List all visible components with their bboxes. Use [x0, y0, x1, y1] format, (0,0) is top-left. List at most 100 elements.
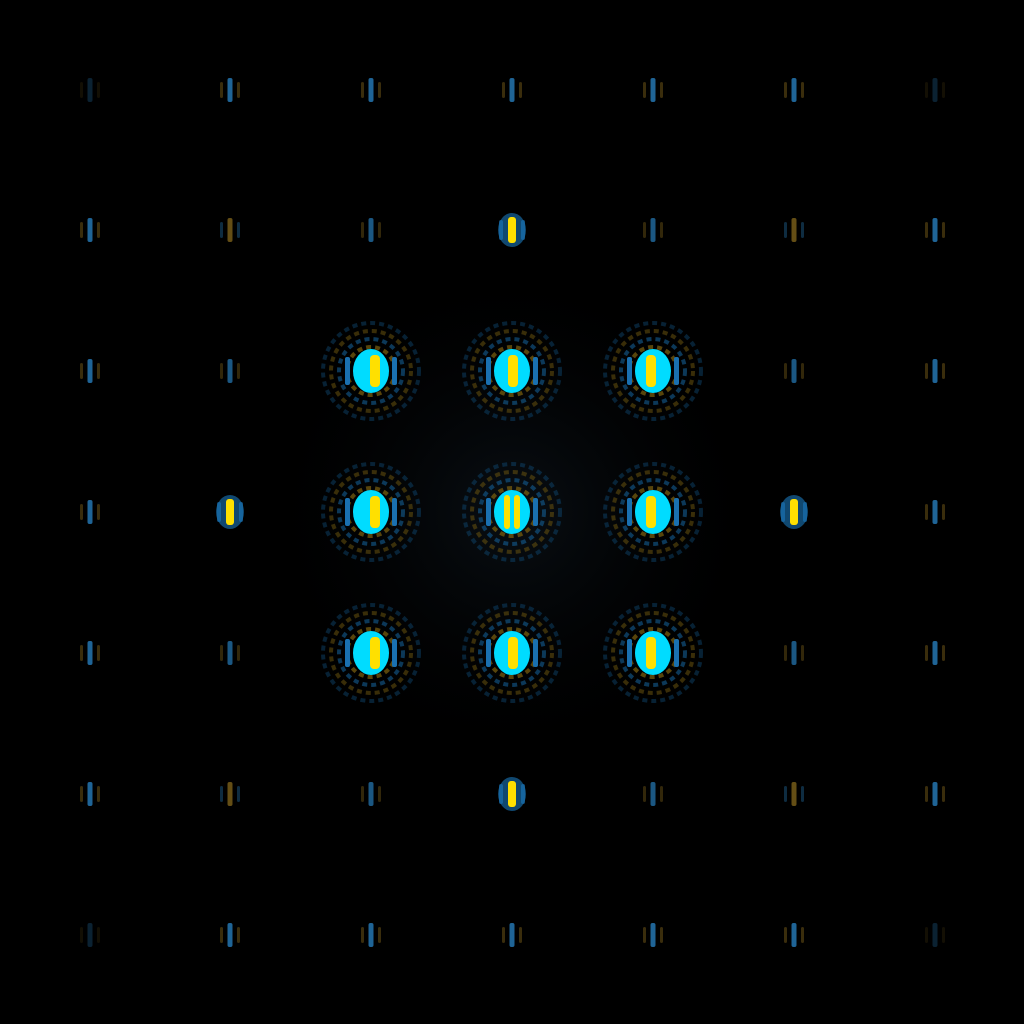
side-stripe — [361, 222, 364, 238]
side-stripe — [392, 357, 397, 385]
side-stripe — [80, 222, 83, 238]
side-stripe — [643, 786, 646, 802]
stripe — [791, 641, 797, 665]
side-stripe — [925, 82, 928, 98]
side-stripe — [643, 927, 646, 943]
side-stripe — [97, 927, 100, 943]
stripe — [227, 641, 233, 665]
side-stripe — [801, 82, 804, 98]
ring — [478, 478, 546, 546]
side-stripe — [237, 363, 240, 379]
stripe — [932, 500, 938, 524]
stripe — [87, 218, 93, 242]
side-stripe — [220, 786, 223, 802]
side-stripe — [361, 786, 364, 802]
stripe — [87, 641, 93, 665]
side-stripe — [925, 927, 928, 943]
ring — [619, 619, 687, 687]
side-stripe — [801, 786, 804, 802]
stripe — [508, 637, 518, 669]
side-stripe — [97, 645, 100, 661]
ring — [337, 478, 405, 546]
stripe — [650, 923, 656, 947]
ring — [462, 603, 562, 703]
side-stripe — [220, 927, 223, 943]
side-stripe — [378, 786, 381, 802]
side-stripe — [942, 504, 945, 520]
stripe — [504, 495, 510, 529]
side-stripe — [925, 645, 928, 661]
stripe — [370, 355, 380, 387]
stripe — [791, 923, 797, 947]
side-stripe — [361, 82, 364, 98]
stripe — [368, 923, 374, 947]
stripe — [368, 78, 374, 102]
side-stripe — [499, 220, 503, 240]
ring — [329, 329, 413, 413]
stripe — [650, 218, 656, 242]
stripe — [932, 218, 938, 242]
ring — [470, 329, 554, 413]
side-stripe — [80, 786, 83, 802]
stripe — [87, 782, 93, 806]
side-stripe — [533, 639, 538, 667]
stripe — [646, 637, 656, 669]
stripe — [227, 782, 233, 806]
ring — [470, 470, 554, 554]
stripe — [791, 782, 797, 806]
side-stripe — [361, 927, 364, 943]
side-stripe — [674, 357, 679, 385]
ring — [321, 603, 421, 703]
ring — [611, 329, 695, 413]
side-stripe — [801, 363, 804, 379]
side-stripe — [801, 645, 804, 661]
side-stripe — [80, 645, 83, 661]
ring — [462, 321, 562, 421]
side-stripe — [486, 639, 491, 667]
ring — [462, 462, 562, 562]
side-stripe — [97, 504, 100, 520]
stripe — [87, 359, 93, 383]
stripe — [646, 496, 656, 528]
stripe — [932, 78, 938, 102]
side-stripe — [378, 222, 381, 238]
stripe — [790, 499, 798, 525]
ring — [478, 337, 546, 405]
spot-halo — [494, 490, 530, 534]
side-stripe — [942, 927, 945, 943]
side-stripe — [803, 502, 807, 522]
ring — [337, 619, 405, 687]
side-stripe — [784, 222, 787, 238]
side-stripe — [660, 927, 663, 943]
side-stripe — [660, 82, 663, 98]
stripe — [370, 496, 380, 528]
stripe — [508, 217, 516, 243]
side-stripe — [220, 645, 223, 661]
side-stripe — [378, 82, 381, 98]
side-stripe — [942, 786, 945, 802]
side-stripe — [660, 222, 663, 238]
stripe — [509, 923, 515, 947]
side-stripe — [925, 222, 928, 238]
side-stripe — [533, 498, 538, 526]
side-stripe — [237, 786, 240, 802]
side-stripe — [392, 498, 397, 526]
side-stripe — [627, 498, 632, 526]
side-stripe — [942, 222, 945, 238]
side-stripe — [220, 363, 223, 379]
side-stripe — [237, 82, 240, 98]
side-stripe — [519, 82, 522, 98]
side-stripe — [674, 639, 679, 667]
stripe — [509, 78, 515, 102]
ring — [321, 321, 421, 421]
side-stripe — [239, 502, 243, 522]
side-stripe — [345, 357, 350, 385]
stripe — [650, 78, 656, 102]
ring — [603, 321, 703, 421]
stripe — [368, 782, 374, 806]
side-stripe — [521, 784, 525, 804]
ring — [611, 611, 695, 695]
ring — [470, 611, 554, 695]
